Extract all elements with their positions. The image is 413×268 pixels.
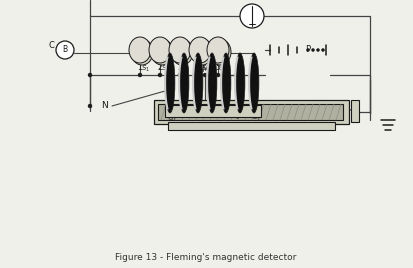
Ellipse shape [209,39,231,65]
Circle shape [316,49,320,51]
Text: $S_5$: $S_5$ [219,64,228,74]
Text: Figure 13 - Fleming's magnetic detector: Figure 13 - Fleming's magnetic detector [115,254,297,262]
Ellipse shape [249,53,259,113]
Ellipse shape [129,37,151,63]
Text: 3: 3 [178,64,183,73]
Ellipse shape [169,37,191,63]
Ellipse shape [191,39,213,65]
Text: $c_1$: $c_1$ [232,112,240,122]
Circle shape [178,73,182,77]
Text: B: B [62,46,68,54]
Circle shape [198,73,202,77]
Text: $S_4$: $S_4$ [201,64,210,74]
Ellipse shape [149,37,171,63]
Ellipse shape [221,53,231,113]
Text: 1: 1 [138,64,142,73]
Text: $S_2$: $S_2$ [161,64,170,74]
Text: $S_3$: $S_3$ [181,64,190,74]
Text: 5: 5 [216,64,221,73]
Text: M: M [202,65,209,75]
Bar [158,104,343,120]
Ellipse shape [165,53,175,113]
Ellipse shape [207,53,217,113]
Text: $S_1$: $S_1$ [141,64,150,74]
Bar [165,105,261,117]
Ellipse shape [131,39,153,65]
Bar [168,122,335,130]
Circle shape [311,49,315,51]
Circle shape [321,49,325,51]
Circle shape [203,73,207,77]
Text: N: N [101,102,107,110]
Bar [154,100,349,124]
Text: P: P [306,46,311,54]
Circle shape [88,73,92,77]
Ellipse shape [179,53,189,113]
Ellipse shape [171,39,193,65]
Text: 4: 4 [197,64,202,73]
Text: $a_1$: $a_1$ [168,114,176,124]
Ellipse shape [235,53,245,113]
Circle shape [306,49,309,51]
Text: 2: 2 [158,64,162,73]
Text: $a_1'$: $a_1'$ [252,113,261,125]
Ellipse shape [193,53,203,113]
Ellipse shape [207,37,229,63]
Circle shape [158,73,162,77]
Circle shape [56,41,74,59]
Ellipse shape [151,39,173,65]
Circle shape [138,73,142,77]
Bar [351,100,359,122]
Text: C: C [48,42,54,50]
Circle shape [240,4,264,28]
Circle shape [216,73,220,77]
Circle shape [88,104,92,108]
Ellipse shape [189,37,211,63]
